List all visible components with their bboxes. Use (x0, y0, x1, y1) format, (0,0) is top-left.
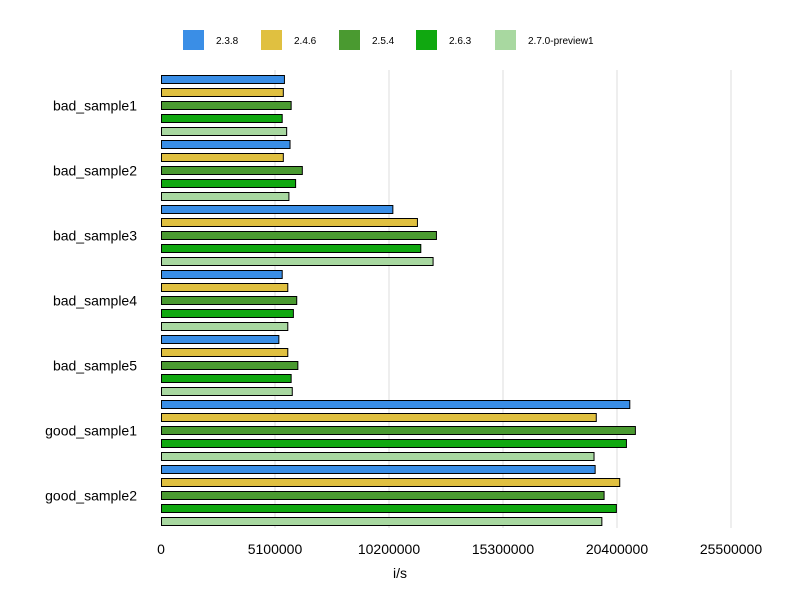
bar (161, 478, 621, 487)
y-tick-label: bad_sample1 (53, 98, 137, 114)
x-tick-label: 20400000 (586, 541, 649, 557)
gridlines (274, 70, 732, 528)
bar (161, 231, 437, 240)
bar (161, 335, 280, 344)
bar (161, 374, 292, 383)
legend-swatch (339, 30, 360, 50)
bar (161, 218, 418, 227)
bar (161, 322, 289, 331)
x-tick-label: 10200000 (358, 541, 421, 557)
y-tick-label: bad_sample5 (53, 358, 137, 374)
legend-swatch (495, 30, 516, 50)
bar (161, 426, 636, 435)
bar (161, 283, 289, 292)
bar (161, 361, 299, 370)
bar (161, 387, 293, 396)
bar (161, 153, 284, 162)
x-tick-label: 0 (157, 541, 165, 557)
x-tick-label: 5100000 (248, 541, 303, 557)
legend-label: 2.7.0-preview1 (528, 36, 594, 47)
bar (161, 309, 294, 318)
bar (161, 192, 290, 201)
bar (161, 166, 303, 175)
x-tick-label: 25500000 (700, 541, 763, 557)
x-axis-title: i/s (393, 565, 407, 581)
bar (161, 257, 434, 266)
bar (161, 491, 605, 500)
legend: 2.3.8 2.4.6 2.5.4 2.6.3 2.7.0-preview1 (183, 30, 594, 50)
bar (161, 465, 596, 474)
bar (161, 75, 285, 84)
legend-swatch (261, 30, 282, 50)
bar (161, 504, 617, 513)
bar (161, 244, 422, 253)
bar (161, 114, 283, 123)
legend-swatch (416, 30, 437, 50)
bar (161, 517, 603, 526)
y-tick-label: bad_sample2 (53, 163, 137, 179)
bar (161, 452, 595, 461)
y-tick-label: bad_sample4 (53, 293, 137, 309)
bar (161, 400, 631, 409)
legend-swatch (183, 30, 204, 50)
bar (161, 205, 394, 214)
bar (161, 88, 284, 97)
y-tick-label: bad_sample3 (53, 228, 137, 244)
legend-label: 2.6.3 (449, 36, 472, 47)
x-tick-label: 15300000 (472, 541, 535, 557)
bars (161, 75, 636, 526)
bar (161, 439, 627, 448)
bar (161, 296, 298, 305)
legend-label: 2.5.4 (372, 36, 395, 47)
bar (161, 413, 597, 422)
y-axis-labels: bad_sample1 bad_sample2 bad_sample3 bad_sam… (45, 98, 137, 504)
legend-label: 2.3.8 (216, 36, 239, 47)
bar (161, 140, 291, 149)
bar (161, 270, 283, 279)
bar (161, 179, 297, 188)
legend-label: 2.4.6 (294, 36, 317, 47)
bar (161, 127, 288, 136)
y-tick-label: good_sample2 (45, 488, 137, 504)
x-axis-labels: 0 5100000 10200000 15300000 20400000 25500000 (157, 541, 762, 557)
bar (161, 348, 289, 357)
y-tick-label: good_sample1 (45, 423, 137, 439)
bar (161, 101, 292, 110)
